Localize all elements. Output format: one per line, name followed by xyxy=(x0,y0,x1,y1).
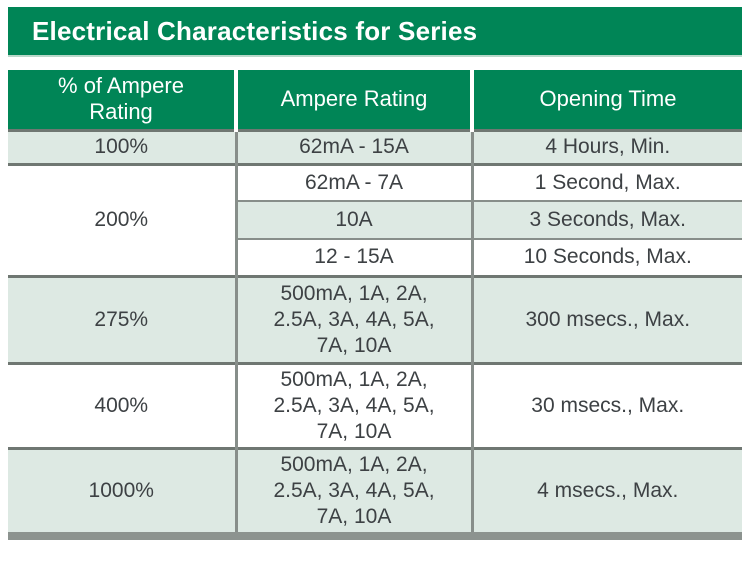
cell-opening-time: 4 Hours, Min. xyxy=(470,130,742,164)
cell-opening-time: 300 msecs., Max. xyxy=(470,276,742,363)
cell-ampere-rating: 500mA, 1A, 2A, 2.5A, 3A, 4A, 5A, 7A, 10A xyxy=(234,276,472,363)
cell-ampere-rating: 10A xyxy=(234,201,472,239)
cell-ampere-rating: 500mA, 1A, 2A, 2.5A, 3A, 4A, 5A, 7A, 10A xyxy=(234,363,472,448)
datasheet-page: Electrical Characteristics for Series % … xyxy=(0,7,742,562)
table-row-200-percent-b: 10A 3 Seconds, Max. xyxy=(8,201,742,239)
cell-percent-rating-merged: 200% xyxy=(8,164,236,276)
table-row-200-percent-c: 12 - 15A 10 Seconds, Max. xyxy=(8,239,742,276)
electrical-characteristics-table: % of Ampere Rating Ampere Rating Opening… xyxy=(8,70,742,532)
table-bottom-rule xyxy=(8,531,742,540)
cell-opening-time: 4 msecs., Max. xyxy=(470,448,742,532)
cell-opening-time: 30 msecs., Max. xyxy=(470,363,742,448)
table-row-275-percent: 275% 500mA, 1A, 2A, 2.5A, 3A, 4A, 5A, 7A… xyxy=(8,276,742,363)
cell-ampere-rating: 62mA - 7A xyxy=(234,164,472,201)
column-header-opening-time: Opening Time xyxy=(470,70,742,130)
cell-percent-rating: 100% xyxy=(8,130,236,164)
table-row-1000-percent: 1000% 500mA, 1A, 2A, 2.5A, 3A, 4A, 5A, 7… xyxy=(8,448,742,532)
cell-ampere-rating: 62mA - 15A xyxy=(234,130,472,164)
page-title: Electrical Characteristics for Series xyxy=(32,15,478,46)
cell-opening-time: 10 Seconds, Max. xyxy=(470,239,742,276)
table-header: % of Ampere Rating Ampere Rating Opening… xyxy=(8,70,742,130)
cell-percent-rating: 400% xyxy=(8,363,236,448)
table-row-200-percent-a: 200% 62mA - 7A 1 Second, Max. xyxy=(8,164,742,276)
cell-percent-rating: 1000% xyxy=(8,448,236,532)
cell-ampere-rating: 12 - 15A xyxy=(234,239,472,276)
cell-opening-time: 1 Second, Max. xyxy=(470,164,742,201)
column-header-ampere-rating: Ampere Rating xyxy=(234,70,472,130)
cell-percent-rating: 275% xyxy=(8,276,236,363)
cell-opening-time: 3 Seconds, Max. xyxy=(470,201,742,239)
column-header-percent-of-ampere-rating: % of Ampere Rating xyxy=(8,70,236,130)
cell-ampere-rating: 500mA, 1A, 2A, 2.5A, 3A, 4A, 5A, 7A, 10A xyxy=(234,448,472,532)
table-title-bar: Electrical Characteristics for Series xyxy=(8,7,742,57)
table-row-400-percent: 400% 500mA, 1A, 2A, 2.5A, 3A, 4A, 5A, 7A… xyxy=(8,363,742,448)
table-row-100-percent: 100% 62mA - 15A 4 Hours, Min. xyxy=(8,130,742,164)
header-row: % of Ampere Rating Ampere Rating Opening… xyxy=(8,70,742,130)
